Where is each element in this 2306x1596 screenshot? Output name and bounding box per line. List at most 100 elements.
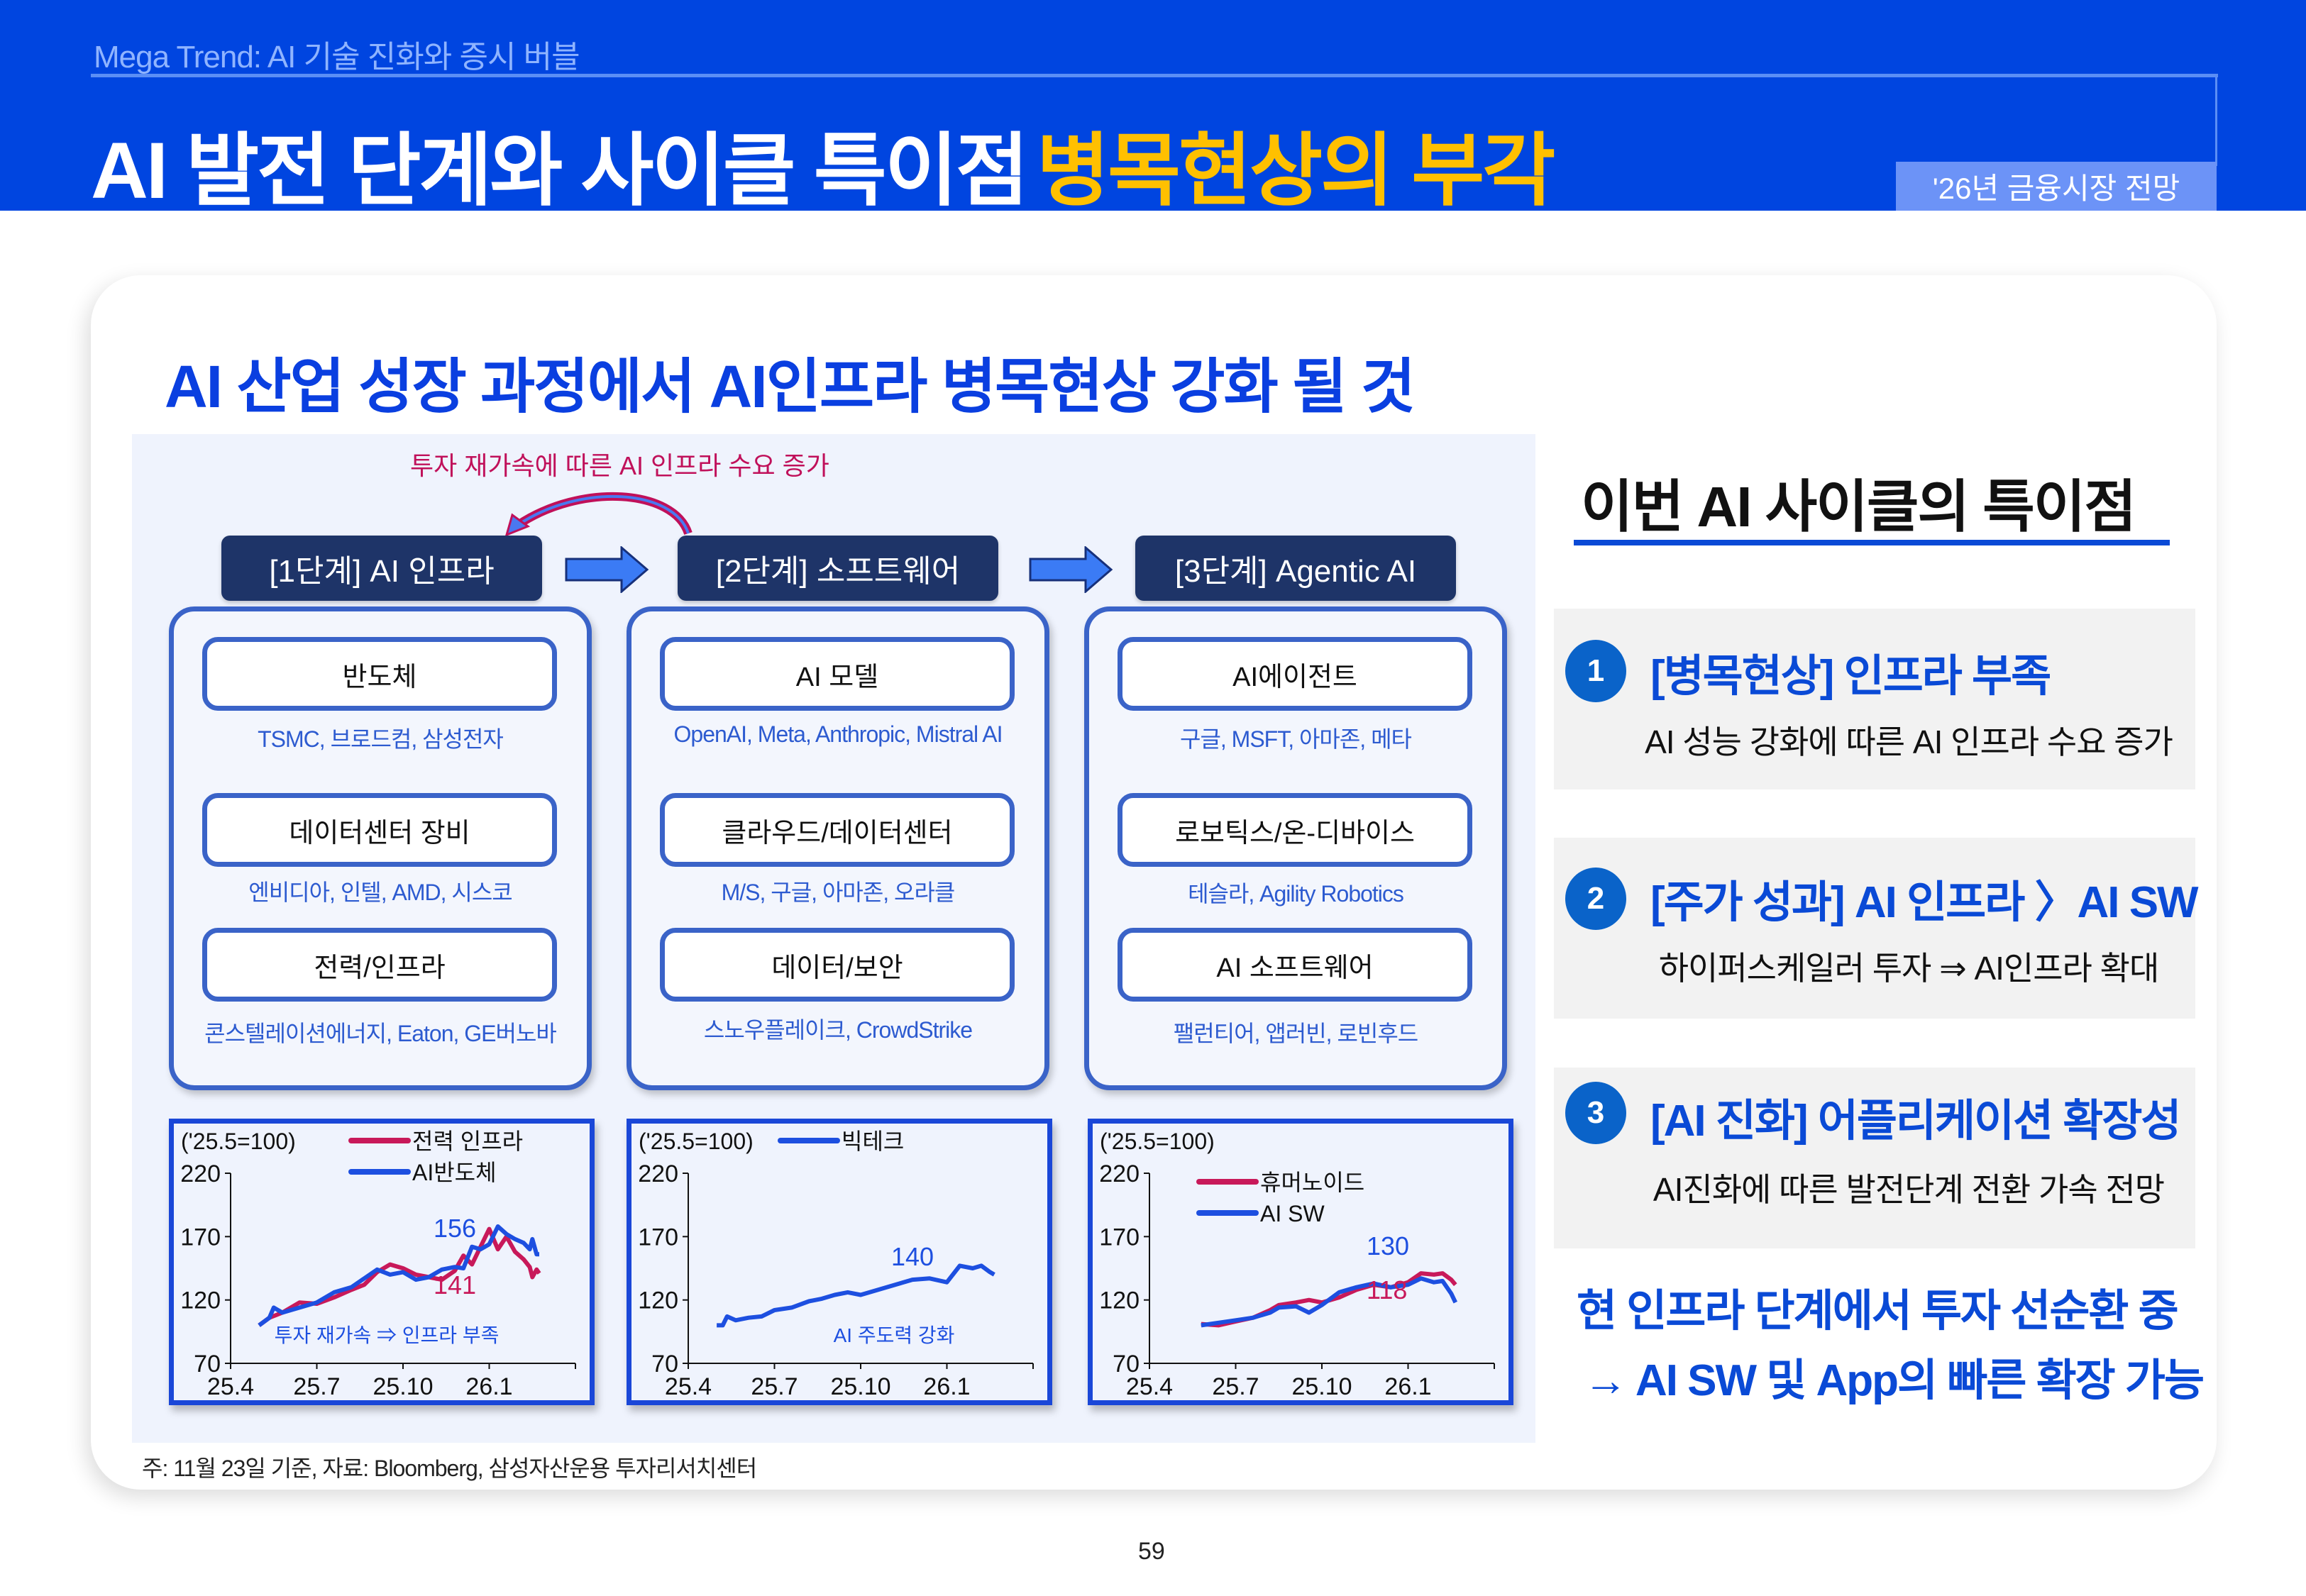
stage-item: 반도체 xyxy=(202,637,557,711)
stage-2-group: AI 모델 OpenAI, Meta, Anthropic, Mistral A… xyxy=(627,606,1049,1090)
stage-item: AI 소프트웨어 xyxy=(1118,928,1472,1002)
number-badge: 1 xyxy=(1565,640,1626,702)
x-tick-label: 25.4 xyxy=(207,1373,254,1400)
feedback-loop-arrow-icon xyxy=(504,492,693,537)
y-tick-label: 120 xyxy=(1099,1287,1140,1314)
y-tick-label: 120 xyxy=(180,1287,221,1314)
feedback-loop-label: 투자 재가속에 따른 AI 인프라 수요 증가 xyxy=(410,451,829,480)
stage-item: 클라우드/데이터센터 xyxy=(660,793,1015,867)
source-footnote: 주: 11월 23일 기준, 자료: Bloomberg, 삼성자산운용 투자리… xyxy=(142,1456,757,1481)
stage-item: AI에이전트 xyxy=(1118,637,1472,711)
legend-label: AI SW xyxy=(1260,1201,1325,1226)
x-tick-label: 25.10 xyxy=(830,1373,890,1400)
number-badge: 3 xyxy=(1565,1082,1626,1144)
point-card-2: 2 [주가 성과] AI 인프라 〉AI SW 하이퍼스케일러 투자 ⇒ AI인… xyxy=(1554,838,2199,1019)
x-tick-label: 26.1 xyxy=(923,1373,970,1400)
y-tick-label: 70 xyxy=(651,1351,678,1378)
headline: AI 산업 성장 과정에서 AI인프라 병목현상 강화 될 것 xyxy=(165,353,1416,420)
stage-item-companies: 팰런티어, 앱러빈, 로빈후드 xyxy=(1173,1021,1418,1046)
y-tick-label: 220 xyxy=(1099,1160,1140,1187)
y-tick-label: 120 xyxy=(638,1287,678,1314)
series-line xyxy=(258,1226,541,1327)
legend-label: AI반도체 xyxy=(412,1160,497,1185)
point-title: [주가 성과] AI 인프라 〉AI SW xyxy=(1650,878,2199,927)
stage-item-companies: OpenAI, Meta, Anthropic, Mistral AI xyxy=(673,721,1003,747)
x-tick-label: 25.4 xyxy=(665,1373,712,1400)
chart-annotation: 투자 재가속 ⇒ 인프라 부족 xyxy=(275,1324,500,1346)
point-card-1: 1 [병목현상] 인프라 부족 AI 성능 강화에 따른 AI 인프라 수요 증… xyxy=(1554,609,2195,789)
y-tick-label: 170 xyxy=(638,1224,678,1251)
chart-annotation: AI 주도력 강화 xyxy=(834,1324,955,1346)
stage-item: 데이터센터 장비 xyxy=(202,793,557,867)
stage-1-group: 반도체 TSMC, 브로드컴, 삼성전자 데이터센터 장비 엔비디아, 인텔, … xyxy=(169,606,592,1090)
chart-infra: 70 120 170 220 25.4 25.7 25.10 26.1 ('25.5=100) 전… xyxy=(169,1119,595,1405)
stage-item-companies: 구글, MSFT, 아마존, 메타 xyxy=(1180,726,1412,752)
stage-item-companies: 테슬라, Agility Robotics xyxy=(1188,881,1404,907)
page-number: 59 xyxy=(1138,1538,1165,1565)
y-tick-label: 170 xyxy=(180,1224,221,1251)
stage-item-companies: M/S, 구글, 아마존, 오라클 xyxy=(721,880,956,905)
stage-item: 전력/인프라 xyxy=(202,928,557,1002)
stage-item-companies: 콘스텔레이션에너지, Eaton, GE버노바 xyxy=(204,1021,557,1046)
legend-label: 빅테크 xyxy=(842,1129,904,1154)
stage-item-companies: TSMC, 브로드컴, 삼성전자 xyxy=(258,726,504,752)
series-line xyxy=(717,1263,995,1328)
stage-3-header: [3단계] Agentic AI xyxy=(1135,536,1456,601)
x-tick-label: 25.10 xyxy=(373,1373,433,1400)
conclusion-line-2: → AI SW 및 App의 빠른 확장 가능 xyxy=(1584,1356,2205,1405)
number-badge: 2 xyxy=(1565,868,1626,930)
end-value-label: 118 xyxy=(1367,1275,1407,1304)
point-description: AI 성능 강화에 따른 AI 인프라 수요 증가 xyxy=(1645,724,2173,760)
series-line xyxy=(258,1224,539,1327)
legend-label: 전력 인프라 xyxy=(412,1129,523,1154)
point-title: [병목현상] 인프라 부족 xyxy=(1650,652,2051,701)
stage-item-companies: 엔비디아, 인텔, AMD, 시스코 xyxy=(248,880,512,905)
x-tick-label: 25.7 xyxy=(1212,1373,1259,1400)
stage-1-header: [1단계] AI 인프라 xyxy=(221,536,542,601)
svg-text:('25.5=100): ('25.5=100) xyxy=(181,1129,296,1154)
y-tick-label: 70 xyxy=(194,1351,221,1378)
y-tick-label: 170 xyxy=(1099,1224,1140,1251)
stage-item: AI 모델 xyxy=(660,637,1015,711)
y-tick-label: 70 xyxy=(1113,1351,1140,1378)
point-description: AI진화에 따른 발전단계 전환 가속 전망 xyxy=(1653,1171,2165,1208)
x-tick-label: 26.1 xyxy=(465,1373,512,1400)
page-title: AI 발전 단계와 사이클 특이점 병목현상의 부각 xyxy=(91,106,1555,221)
chart-ai-sw: 70 120 170 220 25.4 25.7 25.10 26.1 ('25.5=100) 휴… xyxy=(1088,1119,1513,1405)
end-value-label: 141 xyxy=(434,1270,476,1299)
svg-text:('25.5=100): ('25.5=100) xyxy=(1100,1129,1215,1154)
page-title-main: AI 발전 단계와 사이클 특이점 xyxy=(91,126,1029,215)
point-title: [AI 진화] 어플리케이션 확장성 xyxy=(1650,1097,2181,1146)
x-tick-label: 25.7 xyxy=(293,1373,340,1400)
stage-3-group: AI에이전트 구글, MSFT, 아마존, 메타 로보틱스/온-디바이스 테슬라… xyxy=(1084,606,1507,1090)
x-tick-label: 26.1 xyxy=(1384,1373,1431,1400)
end-value-label: 156 xyxy=(434,1214,476,1243)
conclusion-line-1: 현 인프라 단계에서 투자 선순환 중 xyxy=(1577,1287,2179,1336)
svg-text:('25.5=100): ('25.5=100) xyxy=(639,1129,754,1154)
x-tick-label: 25.4 xyxy=(1126,1373,1173,1400)
legend-label: 휴머노이드 xyxy=(1260,1170,1364,1195)
point-description: 하이퍼스케일러 투자 ⇒ AI인프라 확대 xyxy=(1658,950,2160,987)
stage-arrow-icon xyxy=(1029,546,1113,593)
section-kicker: Mega Trend: AI 기술 진화와 증시 버블 xyxy=(94,40,580,74)
report-tag: '26년 금융시장 전망 xyxy=(1896,162,2217,211)
chart-bigtech: 70 120 170 220 25.4 25.7 25.10 26.1 ('25.5=100) 빅… xyxy=(627,1119,1052,1405)
page-title-accent: 병목현상의 부각 xyxy=(1036,126,1555,215)
stage-item: 데이터/보안 xyxy=(660,928,1015,1002)
x-tick-label: 25.7 xyxy=(751,1373,798,1400)
stage-item-companies: 스노우플레이크, CrowdStrike xyxy=(703,1017,973,1043)
header-divider xyxy=(91,74,2218,77)
x-tick-label: 25.10 xyxy=(1291,1373,1352,1400)
y-tick-label: 220 xyxy=(180,1160,221,1187)
point-card-3: 3 [AI 진화] 어플리케이션 확장성 AI진화에 따른 발전단계 전환 가속… xyxy=(1554,1068,2195,1248)
header-banner: Mega Trend: AI 기술 진화와 증시 버블 AI 발전 단계와 사이… xyxy=(0,0,2306,215)
panel-title-underline xyxy=(1574,540,2170,545)
stage-2-header: [2단계] 소프트웨어 xyxy=(678,536,998,601)
stage-arrow-icon xyxy=(565,546,649,593)
stage-item: 로보틱스/온-디바이스 xyxy=(1118,793,1472,867)
panel-title: 이번 AI 사이클의 특이점 xyxy=(1581,475,2136,538)
end-value-label: 140 xyxy=(891,1242,934,1271)
y-tick-label: 220 xyxy=(638,1160,678,1187)
series-line xyxy=(1201,1276,1458,1328)
header-divider-right xyxy=(2215,74,2217,166)
